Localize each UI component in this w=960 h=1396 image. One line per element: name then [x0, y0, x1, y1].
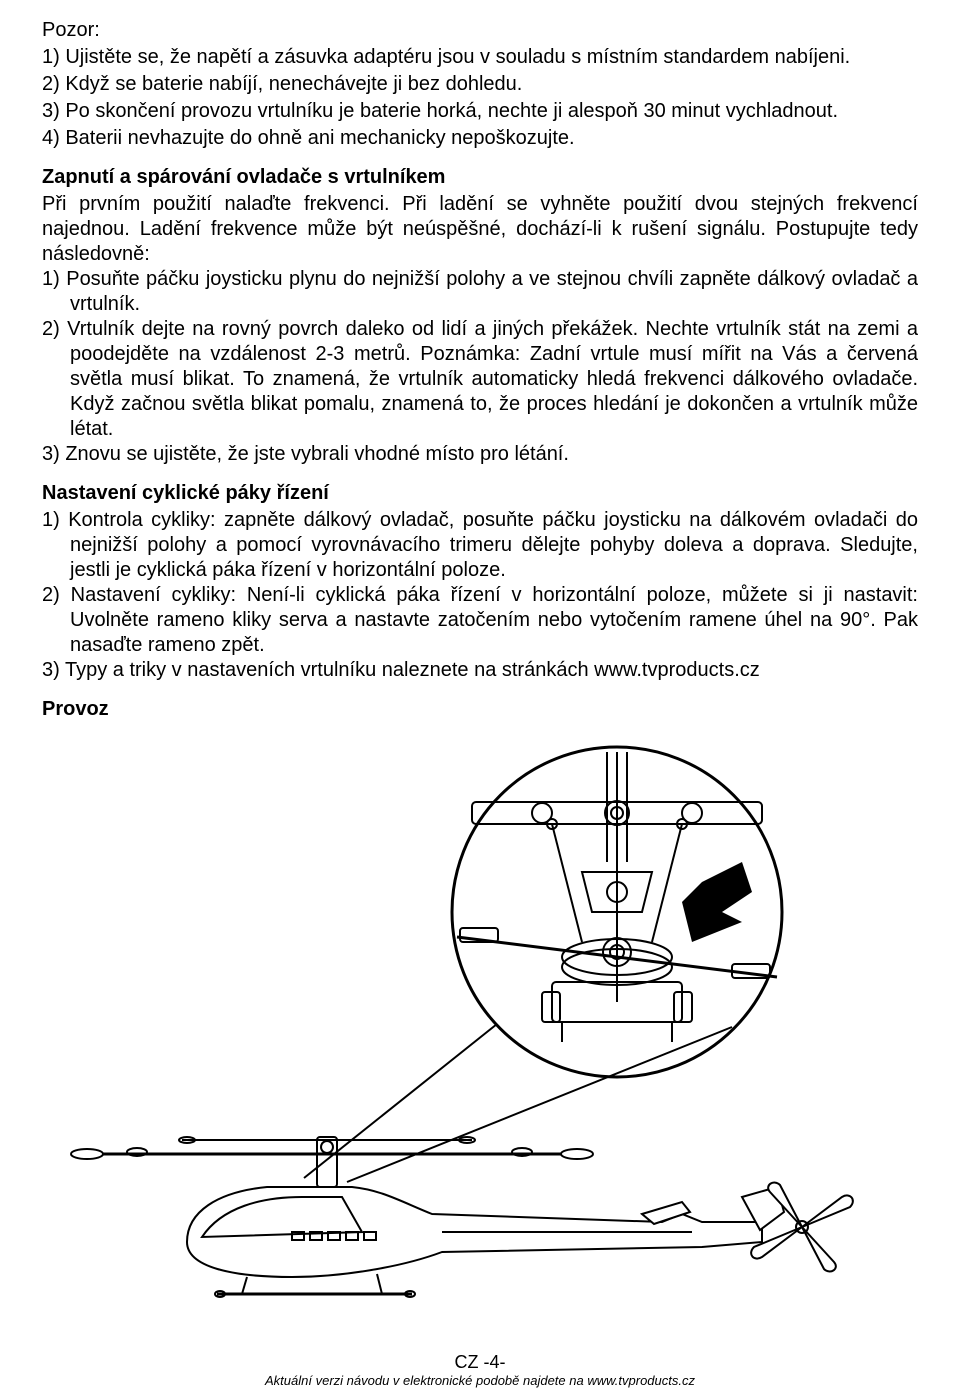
- pozor-item-4: 4) Baterii nevhazujte do ohně ani mechan…: [42, 126, 918, 151]
- helicopter-diagram-svg: [42, 742, 922, 1302]
- pozor-item-1: 1) Ujistěte se, že napětí a zásuvka adap…: [42, 45, 918, 70]
- footer-note: Aktuální verzi návodu v elektronické pod…: [0, 1373, 960, 1388]
- zapnuti-item-1: 1) Posuňte páčku joysticku plynu do nejn…: [42, 267, 918, 317]
- page-footer: CZ -4- Aktuální verzi návodu v elektroni…: [0, 1352, 960, 1388]
- pozor-item-2: 2) Když se baterie nabíjí, nenechávejte …: [42, 72, 918, 97]
- helicopter-illustration: [42, 742, 918, 1307]
- zapnuti-heading: Zapnutí a spárování ovladače s vrtulníke…: [42, 165, 918, 190]
- zapnuti-item-3: 3) Znovu se ujistěte, že jste vybrali vh…: [42, 442, 918, 467]
- pozor-heading: Pozor:: [42, 18, 918, 43]
- footer-page-number: CZ -4-: [0, 1352, 960, 1373]
- nastaveni-item-2: 2) Nastavení cykliky: Není-li cyklická p…: [42, 583, 918, 658]
- pozor-item-3: 3) Po skončení provozu vrtulníku je bate…: [42, 99, 918, 124]
- nastaveni-item-1: 1) Kontrola cykliky: zapněte dálkový ovl…: [42, 508, 918, 583]
- manual-page: Pozor: 1) Ujistěte se, že napětí a zásuv…: [0, 0, 960, 1396]
- zapnuti-intro: Při prvním použití nalaďte frekvenci. Př…: [42, 192, 918, 267]
- zapnuti-item-2: 2) Vrtulník dejte na rovný povrch daleko…: [42, 317, 918, 442]
- nastaveni-heading: Nastavení cyklické páky řízení: [42, 481, 918, 506]
- provoz-heading: Provoz: [42, 697, 918, 722]
- nastaveni-item-3: 3) Typy a triky v nastaveních vrtulníku …: [42, 658, 918, 683]
